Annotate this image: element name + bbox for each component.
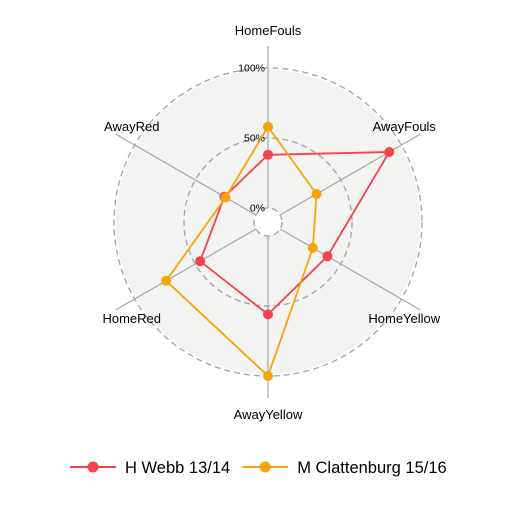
legend-swatch-marker-1 — [259, 461, 271, 473]
series-0-point-homefouls — [263, 149, 273, 160]
legend-label-0: H Webb 13/14 — [125, 459, 230, 477]
series-1-point-homeyellow — [307, 242, 318, 253]
spoke-awayred — [115, 133, 257, 216]
axis-label-awayfouls: AwayFouls — [373, 119, 437, 134]
spoke-homered — [115, 228, 257, 311]
tick-label-0: 0% — [250, 203, 265, 215]
series-0-point-homered — [195, 256, 206, 267]
spoke-homeyellow — [279, 228, 421, 311]
legend-item-0: H Webb 13/14 — [70, 459, 230, 477]
legend-item-1: M Clattenburg 15/16 — [242, 459, 447, 477]
axis-label-homefouls: HomeFouls — [235, 23, 302, 38]
series-0-point-awayfouls — [384, 147, 395, 157]
series-layer — [161, 121, 395, 381]
plot-background — [116, 70, 420, 374]
axis-label-homered: HomeRed — [102, 311, 161, 326]
series-1-point-homered — [161, 275, 172, 286]
plot-center-hole — [254, 208, 282, 236]
axis-label-awayyellow: AwayYellow — [234, 407, 303, 422]
series-1-point-awayyellow — [263, 371, 273, 381]
tick-label-100: 100% — [238, 63, 265, 75]
axis-label-awayred: AwayRed — [104, 119, 159, 134]
series-1-point-awayred — [220, 192, 231, 203]
legend-swatch-marker-0 — [87, 461, 99, 473]
series-0-point-awayyellow — [263, 309, 273, 320]
legend-label-1: M Clattenburg 15/16 — [297, 459, 447, 477]
spoke-awayfouls — [279, 133, 421, 216]
axis-labels: HomeFouls AwayFouls HomeYellow AwayYellow Ho… — [102, 23, 440, 422]
series-1-point-awayfouls — [311, 189, 322, 199]
legend: H Webb 13/14 M Clattenburg 15/16 — [70, 459, 447, 477]
series-1-point-homefouls — [263, 121, 273, 132]
axis-label-homeyellow: HomeYellow — [368, 311, 440, 326]
series-0-point-homeyellow — [322, 251, 333, 262]
